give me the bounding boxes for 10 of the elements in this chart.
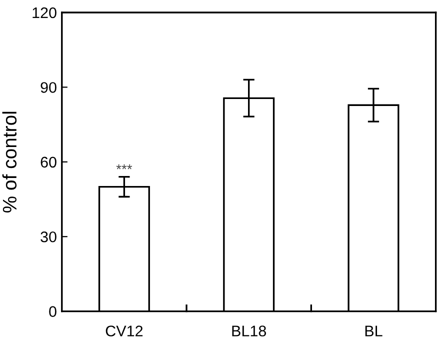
y-tick-label: 120	[32, 7, 56, 18]
y-tick-label: 30	[40, 231, 56, 242]
y-tick-label: 0	[49, 306, 56, 317]
y-tick-label: 90	[40, 82, 56, 93]
x-tick-label: CV12	[106, 326, 143, 336]
x-tick-label: BL18	[232, 326, 266, 336]
annotation: ***	[116, 164, 132, 170]
x-tick-label: BL	[365, 326, 382, 336]
y-tick-label: 60	[40, 156, 56, 168]
y-axis-title: % of control	[2, 112, 17, 213]
